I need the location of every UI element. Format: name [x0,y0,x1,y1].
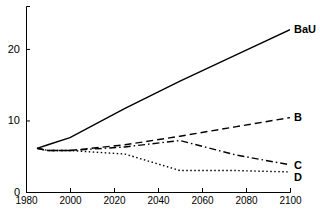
x-tick-label: 2100 [279,195,302,206]
y-tick-mark [26,192,30,193]
x-tick-label: 2000 [59,195,82,206]
y-tick: 0 [14,186,30,198]
series-line [37,30,290,149]
y-tick-mark [26,120,30,121]
series-line [37,118,290,151]
y-axis-line [27,7,31,193]
series-label: C [294,159,302,171]
x-axis-line [27,188,291,193]
x-tick-label: 2020 [103,195,126,206]
x-tick: 2080 [235,188,258,206]
x-tick: 2000 [59,188,82,206]
x-tick-mark [114,188,115,192]
y-tick-label: 0 [14,186,20,198]
chart: 198020002020204020602080210001020BaUBCD [0,0,320,214]
series-labels: BaU B CD [294,23,316,182]
x-tick-label: 2040 [147,195,170,206]
series-lines [37,30,290,172]
x-tick-mark [290,188,291,192]
x-tick-mark [246,188,247,192]
y-tick: 10 [8,114,30,126]
y-tick-label: 20 [8,43,20,55]
x-tick: 2020 [103,188,126,206]
x-tick-mark [70,188,71,192]
x-tick: 2060 [191,188,214,206]
series-label: D [294,171,302,183]
plot: 198020002020204020602080210001020BaUBCD [8,7,316,207]
y-tick-mark [26,49,30,50]
series-label: BaU [294,23,316,35]
series-line [37,148,290,172]
x-tick-mark [158,188,159,192]
series-label: B [294,111,302,123]
x-tick: 2040 [147,188,170,206]
y-axis: 0 10 20 [8,7,30,199]
x-tick-label: 2080 [235,195,258,206]
x-tick-mark [202,188,203,192]
x-tick-label: 2060 [191,195,214,206]
series-line [37,140,290,164]
x-axis: 1980200020202040206020802100 [15,188,302,206]
x-tick: 2100 [279,188,302,206]
y-tick: 20 [8,43,30,55]
y-tick-label: 10 [8,114,20,126]
